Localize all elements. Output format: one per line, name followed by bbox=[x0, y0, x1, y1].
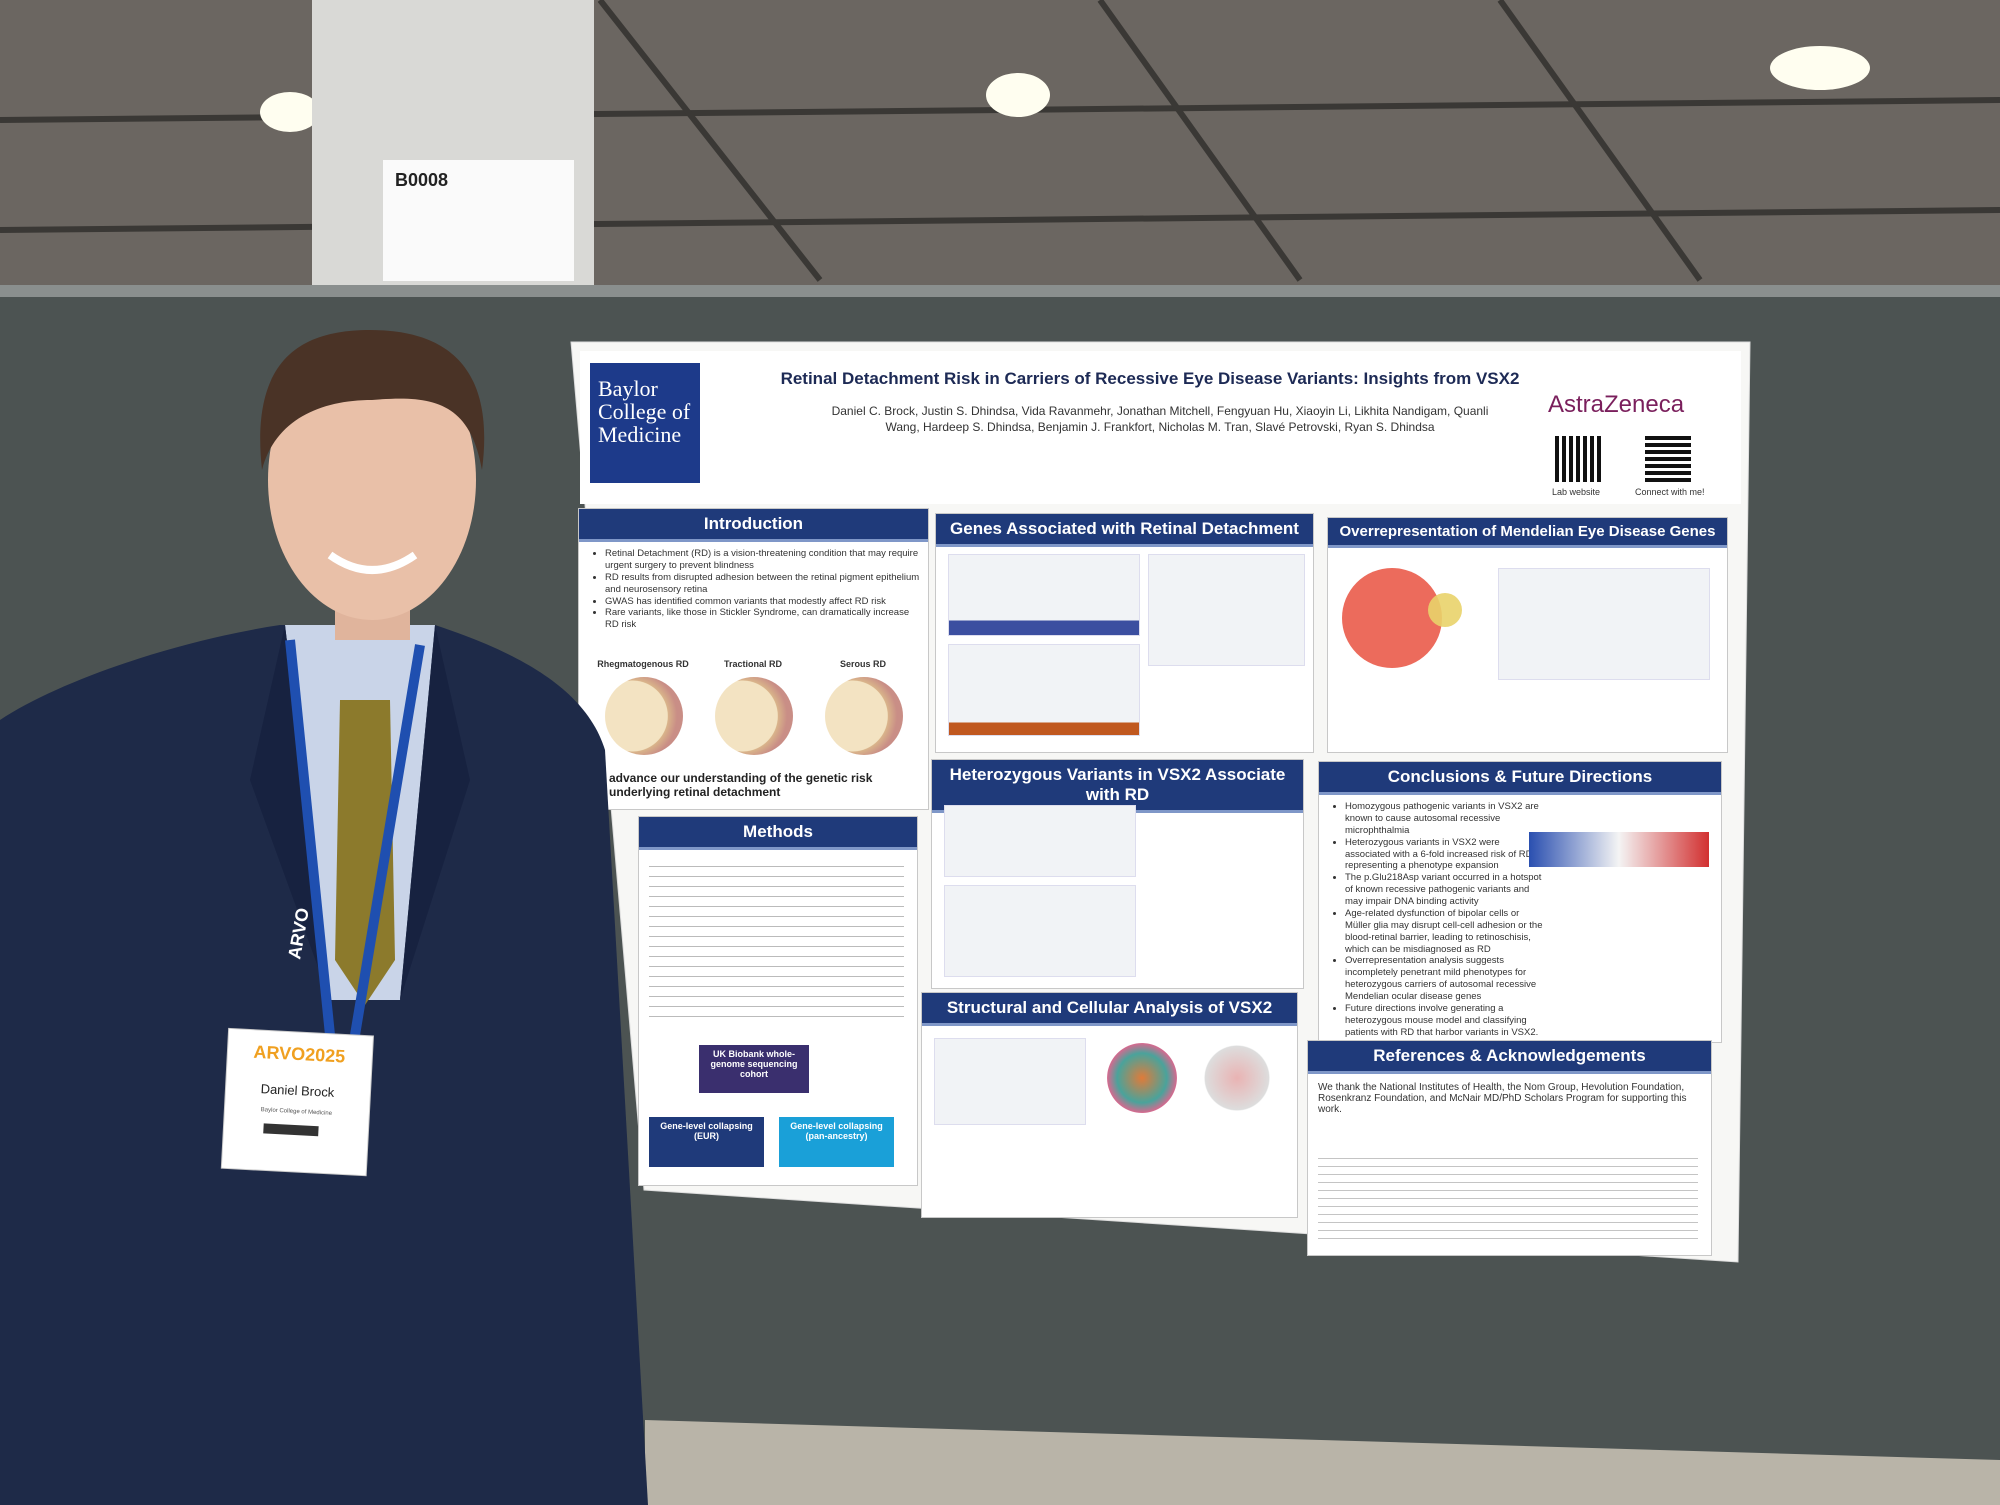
overrep-section: Overrepresentation of Mendelian Eye Dise… bbox=[1327, 517, 1728, 753]
phenotype-gradient bbox=[1529, 832, 1709, 867]
eye-illustration bbox=[605, 677, 683, 755]
author-line: Wang, Hardeep S. Dhindsa, Benjamin J. Fr… bbox=[885, 420, 1435, 435]
reference-list bbox=[1318, 1151, 1698, 1246]
poster-title: Retinal Detachment Risk in Carriers of R… bbox=[780, 369, 1520, 388]
figure-label: Rhegmatogenous RD bbox=[597, 659, 689, 669]
methods-section: Methods UK Biobank whole-genome sequenci… bbox=[638, 816, 918, 1186]
section-heading: Heterozygous Variants in VSX2 Associate … bbox=[932, 760, 1303, 813]
bullet: The p.Glu218Asp variant occurred in a ho… bbox=[1345, 872, 1545, 908]
lapel bbox=[400, 625, 470, 1000]
bullet-list: Retinal Detachment (RD) is a vision-thre… bbox=[593, 548, 924, 631]
bullet: Heterozygous variants in VSX2 were assoc… bbox=[1345, 837, 1545, 873]
floor bbox=[645, 1420, 2000, 1505]
face bbox=[268, 340, 476, 620]
bullet: Future directions involve generating a h… bbox=[1345, 1003, 1545, 1039]
sign-code: B0008 bbox=[395, 170, 448, 190]
heterozygous-section: Heterozygous Variants in VSX2 Associate … bbox=[931, 759, 1304, 989]
manhattan-plot bbox=[948, 554, 1140, 636]
venn-circle bbox=[1342, 568, 1442, 668]
scatter-plot bbox=[1148, 554, 1305, 666]
figure-label: Tractional RD bbox=[723, 659, 782, 669]
section-heading: References & Acknowledgements bbox=[1308, 1041, 1711, 1074]
section-heading: Overrepresentation of Mendelian Eye Dise… bbox=[1328, 518, 1727, 548]
logo-right: AstraZeneca bbox=[1548, 391, 1685, 418]
badge-event: ARVO2025 bbox=[253, 1042, 346, 1067]
section-heading: Structural and Cellular Analysis of VSX2 bbox=[922, 993, 1297, 1026]
section-heading: Methods bbox=[639, 817, 917, 850]
section-heading: Conclusions & Future Directions bbox=[1319, 762, 1721, 795]
forest-plot bbox=[944, 885, 1136, 977]
conclusions-section: Conclusions & Future Directions Homozygo… bbox=[1318, 761, 1722, 1043]
badge-org: Baylor College of Medicine bbox=[261, 1107, 333, 1117]
logo-left: Baylor College of Medicine bbox=[590, 363, 700, 483]
badge-card bbox=[220, 1027, 374, 1177]
eye-illustration bbox=[825, 677, 903, 755]
acknowledgements: We thank the National Institutes of Heal… bbox=[1318, 1082, 1687, 1115]
qr-label: Connect with me! bbox=[1635, 487, 1705, 497]
qr-code bbox=[1555, 436, 1601, 482]
forest-plot bbox=[1498, 568, 1710, 680]
umap-plot bbox=[1107, 1043, 1177, 1113]
badge-name: Daniel Brock bbox=[260, 1081, 335, 1100]
method-box: UK Biobank whole-genome sequencing cohor… bbox=[699, 1045, 809, 1093]
structural-section: Structural and Cellular Analysis of VSX2 bbox=[921, 992, 1298, 1218]
lanyard-strap bbox=[285, 639, 335, 1036]
umap-plot bbox=[1197, 1043, 1277, 1113]
author-line: Daniel C. Brock, Justin S. Dhindsa, Vida… bbox=[831, 404, 1489, 418]
qr-code bbox=[1645, 436, 1691, 482]
genes-section: Genes Associated with Retinal Detachment bbox=[935, 513, 1314, 753]
bullet-list: Homozygous pathogenic variants in VSX2 a… bbox=[1333, 801, 1545, 1039]
lanyard-strap bbox=[350, 644, 425, 1036]
poster-header: Baylor College of Medicine Retinal Detac… bbox=[580, 351, 1741, 504]
references-section: References & Acknowledgements We thank t… bbox=[1307, 1040, 1712, 1256]
tie bbox=[335, 700, 395, 1005]
figure-label: Serous RD bbox=[839, 659, 886, 669]
authors: Daniel C. Brock, Justin S. Dhindsa, Vida… bbox=[750, 403, 1570, 435]
venn-circle bbox=[1428, 593, 1462, 627]
forest-plot bbox=[944, 805, 1136, 877]
sign bbox=[383, 160, 574, 281]
bullet: Retinal Detachment (RD) is a vision-thre… bbox=[605, 548, 924, 572]
hair bbox=[260, 330, 485, 470]
bullet: GWAS has identified common variants that… bbox=[605, 596, 924, 608]
lapel bbox=[250, 625, 330, 1000]
ceiling-light bbox=[986, 73, 1050, 117]
bullet: Homozygous pathogenic variants in VSX2 a… bbox=[1345, 801, 1545, 837]
method-box: Gene-level collapsing (pan-ancestry) bbox=[779, 1117, 894, 1167]
section-heading: Introduction bbox=[579, 509, 928, 542]
smile bbox=[327, 551, 418, 574]
bullet: Age-related dysfunction of bipolar cells… bbox=[1345, 908, 1545, 956]
panel-edge bbox=[0, 285, 2000, 297]
badge: ARVO2025 Daniel Brock Baylor College of … bbox=[220, 1027, 374, 1177]
eye-illustration bbox=[715, 677, 793, 755]
method-box: Gene-level collapsing (EUR) bbox=[649, 1117, 764, 1167]
bullet: RD results from disrupted adhesion betwe… bbox=[605, 572, 924, 596]
barcode bbox=[263, 1123, 319, 1137]
aim: advance our understanding of the genetic… bbox=[609, 771, 873, 799]
introduction-section: Introduction Retinal Detachment (RD) is … bbox=[578, 508, 929, 810]
bullet: Rare variants, like those in Stickler Sy… bbox=[605, 607, 924, 631]
ceiling-light bbox=[1770, 46, 1870, 90]
ceiling-light bbox=[260, 92, 320, 132]
methods-text bbox=[649, 857, 904, 1017]
lollipop-plot bbox=[934, 1038, 1086, 1125]
bullet: Overrepresentation analysis suggests inc… bbox=[1345, 955, 1545, 1003]
qr-label: Lab website bbox=[1552, 487, 1601, 497]
manhattan-plot bbox=[948, 644, 1140, 736]
section-heading: Genes Associated with Retinal Detachment bbox=[936, 514, 1313, 547]
